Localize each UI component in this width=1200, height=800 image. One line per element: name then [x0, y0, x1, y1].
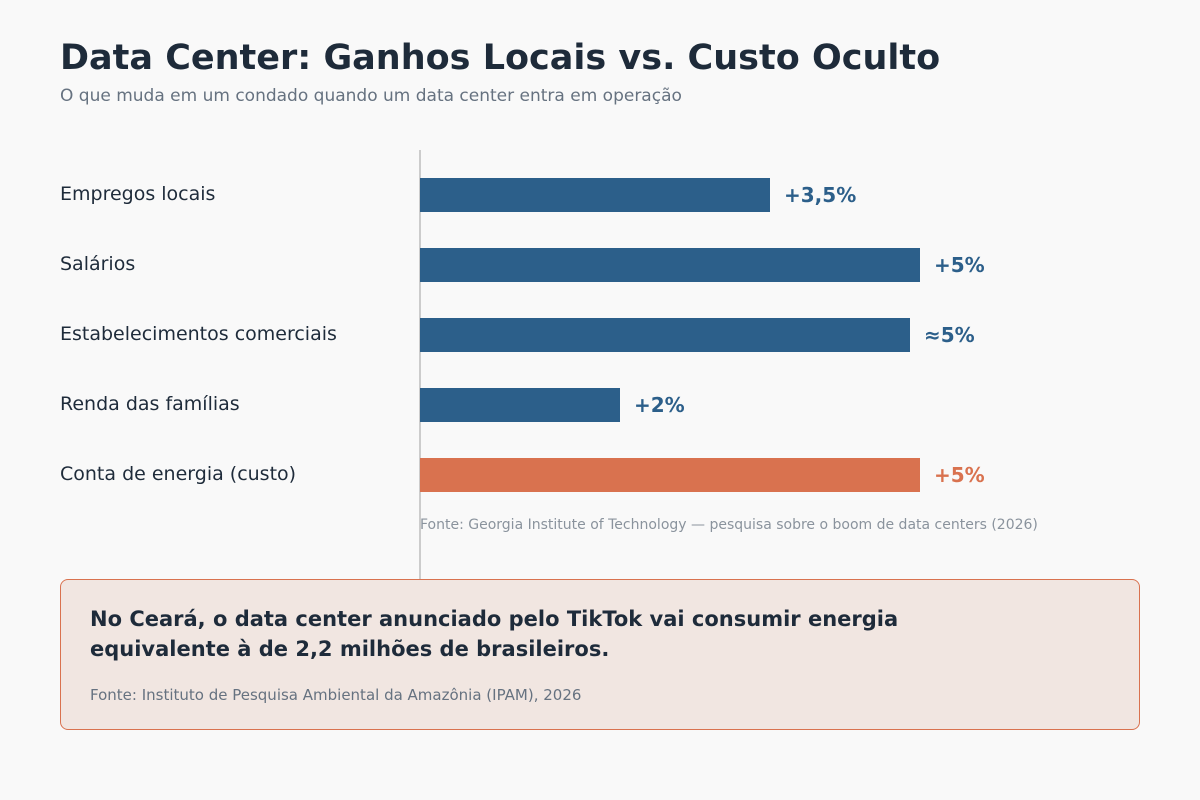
category-label: Renda das famílias	[60, 393, 240, 415]
value-label: +2%	[634, 393, 685, 417]
chart-source: Fonte: Georgia Institute of Technology —…	[420, 517, 1038, 533]
value-label: +5%	[934, 253, 985, 277]
page-title: Data Center: Ganhos Locais vs. Custo Ocu…	[60, 38, 941, 78]
category-label: Estabelecimentos comerciais	[60, 323, 337, 345]
value-label: +3,5%	[784, 183, 856, 207]
bar	[420, 458, 920, 492]
bar	[420, 178, 770, 212]
callout-box: No Ceará, o data center anunciado pelo T…	[60, 579, 1140, 730]
value-label: ≈5%	[924, 323, 975, 347]
callout-source: Fonte: Instituto de Pesquisa Ambiental d…	[90, 686, 582, 704]
bar	[420, 318, 910, 352]
category-label: Empregos locais	[60, 183, 215, 205]
page-subtitle: O que muda em um condado quando um data …	[60, 86, 682, 106]
category-label: Salários	[60, 253, 135, 275]
value-label: +5%	[934, 463, 985, 487]
callout-text: No Ceará, o data center anunciado pelo T…	[90, 607, 899, 661]
bar	[420, 388, 620, 422]
bar	[420, 248, 920, 282]
category-label: Conta de energia (custo)	[60, 463, 296, 485]
